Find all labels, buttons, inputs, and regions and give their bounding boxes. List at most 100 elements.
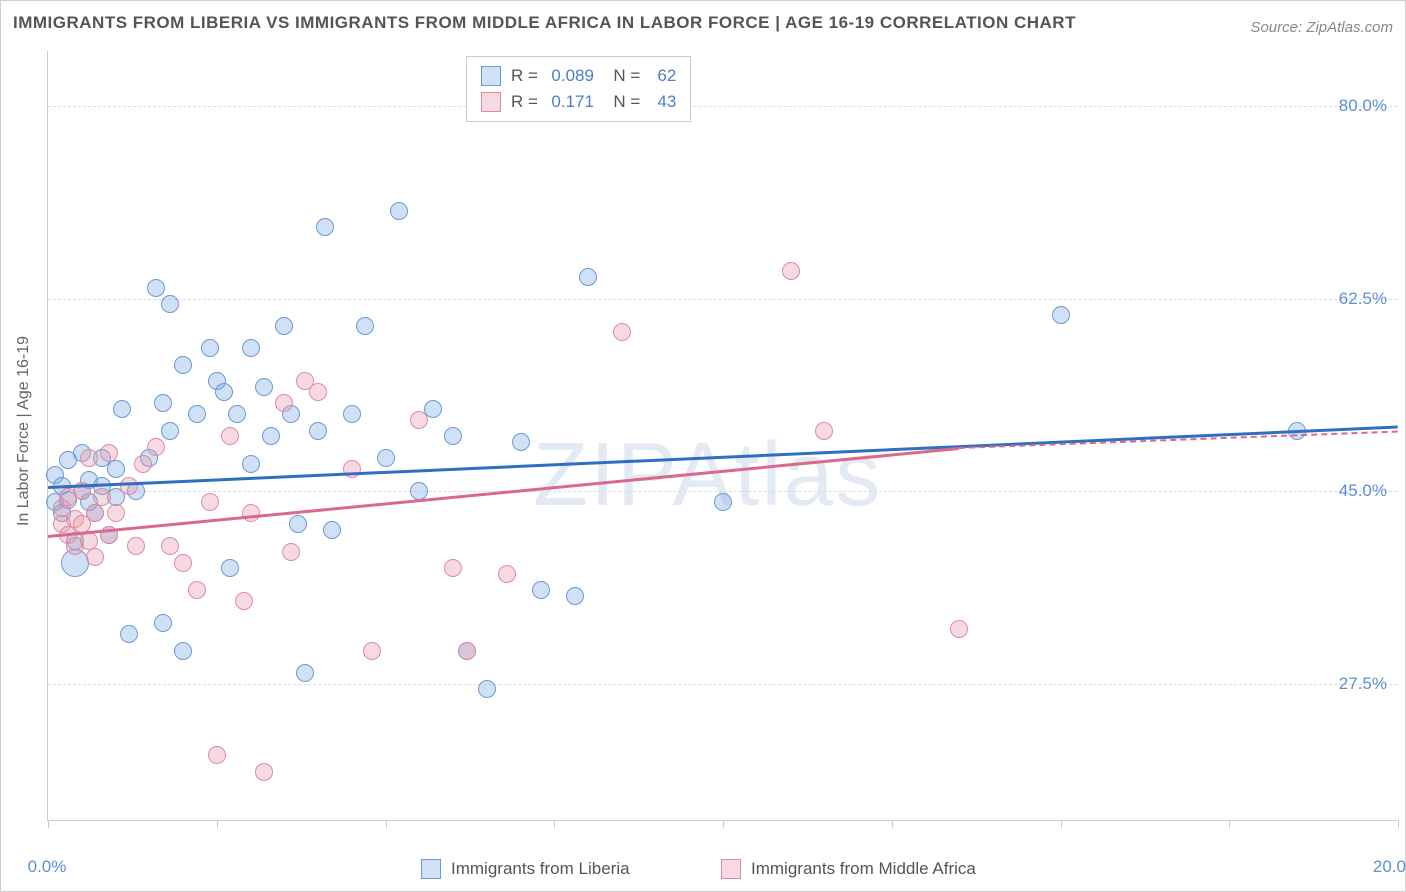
- scatter-point: [154, 394, 172, 412]
- scatter-point: [275, 317, 293, 335]
- scatter-point: [134, 455, 152, 473]
- scatter-point: [147, 279, 165, 297]
- scatter-point: [275, 394, 293, 412]
- legend-swatch: [481, 92, 501, 112]
- scatter-point: [296, 664, 314, 682]
- scatter-point: [242, 455, 260, 473]
- scatter-point: [289, 515, 307, 533]
- y-axis-title: In Labor Force | Age 16-19: [15, 336, 33, 526]
- scatter-point: [174, 554, 192, 572]
- legend-n: N =62: [604, 63, 676, 89]
- x-tick: [723, 820, 724, 828]
- scatter-point: [444, 427, 462, 445]
- x-tick-label: 20.0%: [1373, 857, 1406, 877]
- y-tick-label: 80.0%: [1339, 96, 1387, 116]
- scatter-point: [86, 504, 104, 522]
- scatter-point: [221, 559, 239, 577]
- series-name: Immigrants from Liberia: [451, 859, 630, 879]
- scatter-point: [201, 493, 219, 511]
- scatter-point: [201, 339, 219, 357]
- y-tick-label: 62.5%: [1339, 289, 1387, 309]
- legend-swatch: [421, 859, 441, 879]
- scatter-point: [377, 449, 395, 467]
- scatter-point: [127, 537, 145, 555]
- series-name: Immigrants from Middle Africa: [751, 859, 976, 879]
- x-tick: [386, 820, 387, 828]
- scatter-point: [309, 422, 327, 440]
- x-tick: [217, 820, 218, 828]
- scatter-point: [579, 268, 597, 286]
- watermark: ZIPAtlas: [533, 424, 882, 527]
- gridline: [48, 491, 1397, 492]
- scatter-point: [161, 295, 179, 313]
- x-tick-label: 0.0%: [28, 857, 67, 877]
- legend-n: N =43: [604, 89, 676, 115]
- scatter-point: [282, 543, 300, 561]
- plot-area: ZIPAtlas 27.5% 45.0% 62.5% 80.0%: [47, 51, 1397, 821]
- x-tick: [1229, 820, 1230, 828]
- trend-line: [959, 431, 1398, 449]
- scatter-point: [242, 339, 260, 357]
- scatter-point: [174, 356, 192, 374]
- scatter-point: [782, 262, 800, 280]
- scatter-point: [147, 438, 165, 456]
- scatter-point: [255, 378, 273, 396]
- x-tick: [1061, 820, 1062, 828]
- x-tick: [554, 820, 555, 828]
- scatter-point: [316, 218, 334, 236]
- gridline: [48, 684, 1397, 685]
- scatter-point: [188, 405, 206, 423]
- scatter-point: [566, 587, 584, 605]
- scatter-point: [309, 383, 327, 401]
- scatter-point: [161, 422, 179, 440]
- scatter-point: [815, 422, 833, 440]
- gridline: [48, 299, 1397, 300]
- scatter-point: [323, 521, 341, 539]
- scatter-point: [356, 317, 374, 335]
- y-tick-label: 45.0%: [1339, 481, 1387, 501]
- scatter-point: [410, 411, 428, 429]
- scatter-point: [255, 763, 273, 781]
- scatter-point: [120, 625, 138, 643]
- legend-row: R =0.089 N =62: [481, 63, 676, 89]
- scatter-point: [532, 581, 550, 599]
- scatter-point: [228, 405, 246, 423]
- scatter-point: [1052, 306, 1070, 324]
- scatter-point: [161, 537, 179, 555]
- scatter-point: [343, 405, 361, 423]
- legend-swatch: [721, 859, 741, 879]
- scatter-point: [215, 383, 233, 401]
- scatter-point: [478, 680, 496, 698]
- scatter-point: [262, 427, 280, 445]
- scatter-point: [390, 202, 408, 220]
- scatter-point: [512, 433, 530, 451]
- scatter-point: [107, 504, 125, 522]
- y-tick-label: 27.5%: [1339, 674, 1387, 694]
- scatter-point: [208, 746, 226, 764]
- scatter-point: [154, 614, 172, 632]
- scatter-point: [113, 400, 131, 418]
- x-tick: [892, 820, 893, 828]
- scatter-point: [613, 323, 631, 341]
- scatter-point: [458, 642, 476, 660]
- scatter-point: [174, 642, 192, 660]
- trend-line: [48, 447, 960, 538]
- scatter-point: [950, 620, 968, 638]
- scatter-point: [444, 559, 462, 577]
- source-attribution: Source: ZipAtlas.com: [1250, 19, 1393, 36]
- legend-r: R =0.171: [511, 89, 594, 115]
- scatter-point: [498, 565, 516, 583]
- scatter-point: [363, 642, 381, 660]
- scatter-point: [221, 427, 239, 445]
- scatter-point: [714, 493, 732, 511]
- correlation-legend: R =0.089 N =62R =0.171 N =43: [466, 56, 691, 122]
- series-legend: Immigrants from Middle Africa: [721, 859, 976, 879]
- series-legend: Immigrants from Liberia: [421, 859, 630, 879]
- scatter-point: [86, 548, 104, 566]
- gridline: [48, 106, 1397, 107]
- scatter-point: [235, 592, 253, 610]
- scatter-point: [242, 504, 260, 522]
- scatter-point: [80, 449, 98, 467]
- legend-swatch: [481, 66, 501, 86]
- legend-row: R =0.171 N =43: [481, 89, 676, 115]
